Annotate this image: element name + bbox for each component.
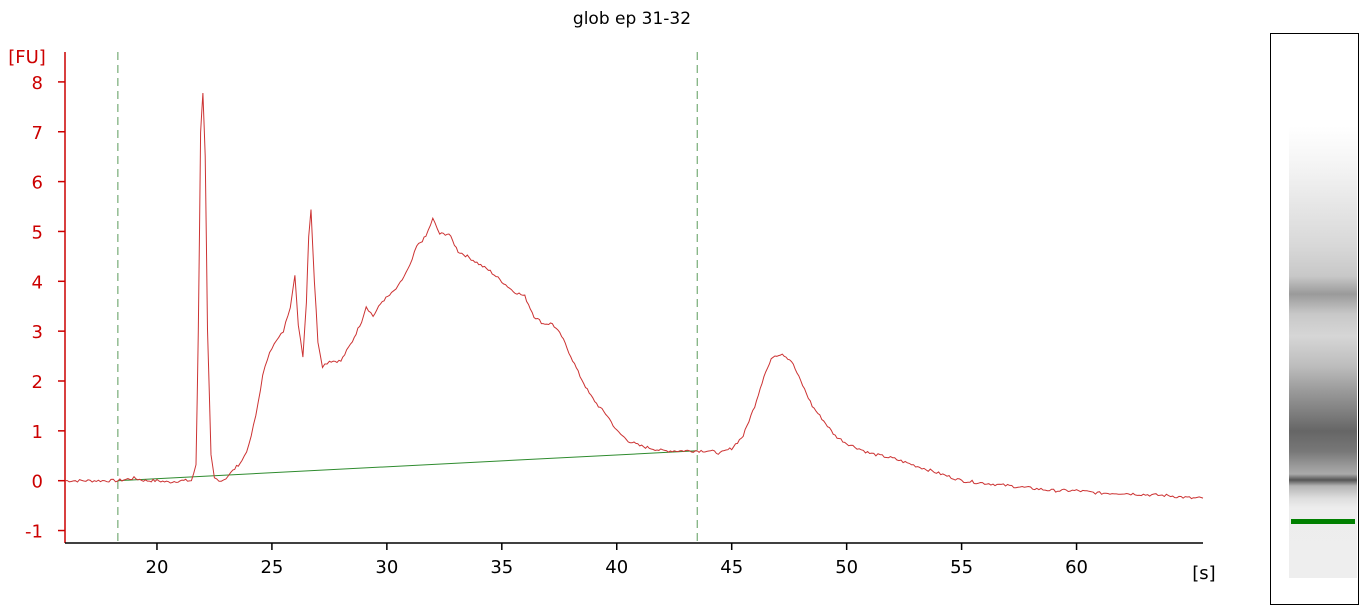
y-tick-label: 3 <box>32 322 43 343</box>
gel-image-panel <box>1270 33 1359 605</box>
y-tick-label: 0 <box>32 472 43 493</box>
chart-title: glob ep 31-32 <box>573 9 691 29</box>
x-tick-label: 50 <box>835 557 858 578</box>
x-tick-label: 30 <box>375 557 398 578</box>
baseline-line <box>117 450 698 482</box>
y-tick-label: 5 <box>32 222 43 243</box>
fluorescence-trace <box>64 92 1204 500</box>
y-tick-label: 7 <box>32 123 43 144</box>
x-tick-label: 55 <box>950 557 973 578</box>
x-tick-label: 40 <box>605 557 628 578</box>
x-axis-label: [s] <box>1192 563 1215 584</box>
y-tick-label: 6 <box>32 173 43 194</box>
y-tick-label: 2 <box>32 372 43 393</box>
x-tick-label: 60 <box>1065 557 1088 578</box>
x-tick-label: 45 <box>720 557 743 578</box>
y-tick-label: 1 <box>32 422 43 443</box>
x-tick-label: 25 <box>260 557 283 578</box>
y-axis-label: [FU] <box>8 47 46 68</box>
y-tick-label: 4 <box>32 272 43 293</box>
x-tick-label: 35 <box>490 557 513 578</box>
y-tick-label: -1 <box>25 522 43 543</box>
y-tick-label: 8 <box>32 73 43 94</box>
gel-lane <box>1289 36 1357 578</box>
gel-marker-band <box>1291 519 1355 524</box>
x-tick-label: 20 <box>146 557 169 578</box>
